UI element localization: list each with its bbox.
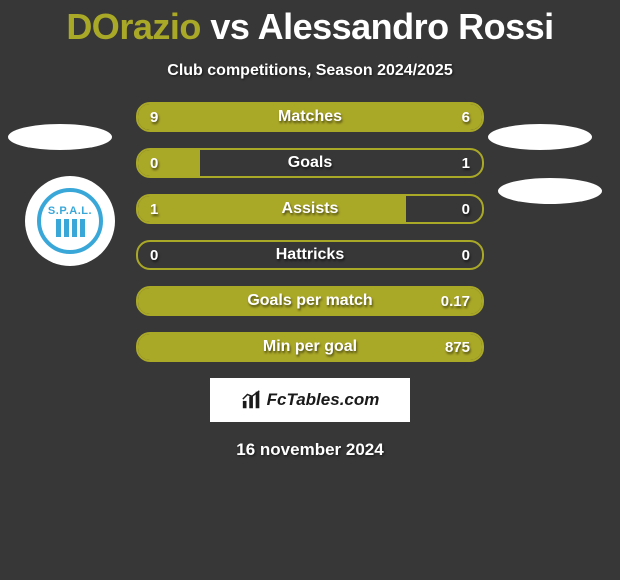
vs-text: vs (210, 6, 249, 47)
watermark-text: FcTables.com (267, 390, 380, 410)
comparison-bars: Matches96Goals01Assists10Hattricks00Goal… (136, 102, 484, 362)
decor-ellipse-left (8, 124, 112, 150)
bar-value-right: 0 (462, 242, 470, 268)
decor-ellipse-right-2 (498, 178, 602, 204)
date-text: 16 november 2024 (0, 440, 620, 460)
club-badge: S.P.A.L. (25, 176, 115, 266)
bar-value-right: 0 (462, 196, 470, 222)
bar-chart-icon (241, 389, 263, 411)
stat-bar: Goals01 (136, 148, 484, 178)
stat-bar: Hattricks0 0 (136, 240, 484, 270)
club-badge-label: S.P.A.L. (48, 205, 92, 217)
bar-fill-right (138, 334, 482, 360)
comparison-title: DOrazio vs Alessandro Rossi (0, 0, 620, 48)
stat-bar: Min per goal875 (136, 332, 484, 362)
stat-bar: Goals per match0.17 (136, 286, 484, 316)
bar-fill-left (138, 196, 406, 222)
bar-fill-left (138, 104, 482, 130)
bar-value-left: 0 (150, 242, 158, 268)
bar-fill-right (138, 288, 482, 314)
bar-label: Hattricks (138, 242, 482, 268)
stat-bar: Matches96 (136, 102, 484, 132)
player1-name: DOrazio (66, 6, 201, 47)
subtitle: Club competitions, Season 2024/2025 (0, 62, 620, 80)
club-badge-stripes (56, 219, 85, 237)
player2-name: Alessandro Rossi (258, 6, 554, 47)
watermark: FcTables.com (210, 378, 410, 422)
stat-bar: Assists10 (136, 194, 484, 224)
bar-fill-left (138, 150, 200, 176)
bar-value-right: 1 (462, 150, 470, 176)
club-badge-inner: S.P.A.L. (37, 188, 103, 254)
decor-ellipse-right (488, 124, 592, 150)
